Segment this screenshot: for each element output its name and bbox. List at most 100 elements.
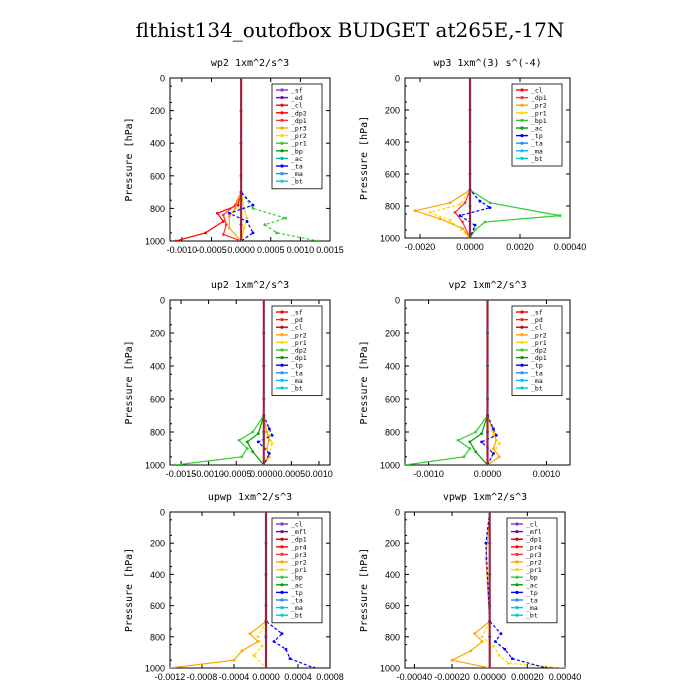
- legend-marker: [280, 348, 284, 352]
- legend-marker: [520, 111, 524, 115]
- data-point: [227, 226, 231, 230]
- y-axis-label: Pressure [hPa]: [124, 340, 135, 424]
- plot-frame: [169, 299, 331, 466]
- data-point: [221, 233, 225, 236]
- legend-entry: _dp1: [291, 536, 307, 544]
- data-point: [494, 433, 498, 437]
- x-tick-label: -0.0010: [167, 245, 198, 255]
- data-point: [267, 427, 271, 431]
- x-tick-label: 0.0005: [257, 245, 285, 255]
- legend-marker: [280, 378, 284, 382]
- data-point: [270, 442, 274, 445]
- legend-entry: _dp1: [526, 536, 542, 544]
- x-tick-label: 0.0005: [278, 469, 306, 479]
- y-tick-label: 1000: [380, 664, 400, 674]
- data-point: [256, 640, 260, 643]
- data-point: [469, 649, 473, 653]
- x-tick-label: 0.0000: [456, 242, 484, 252]
- chart-panel-4: vp2 1xm^2/s^3 Pressure [hPa] 0 200 400 600 800…: [359, 280, 571, 479]
- figure-title: flthist134_outofbox BUDGET at265E,-17N: [135, 18, 565, 42]
- plot-frame: [404, 77, 571, 239]
- data-point: [216, 211, 219, 215]
- x-tick-label: -0.0010: [413, 469, 444, 479]
- legend-marker: [520, 118, 524, 122]
- x-tick-label: -0.0004: [219, 672, 250, 682]
- legend-entry: _pr3: [291, 125, 307, 133]
- data-point: [453, 211, 457, 214]
- legend-entry: _bt: [531, 155, 543, 163]
- legend-marker: [520, 363, 524, 367]
- chart-panel-6: vpwp 1xm^2/s^3 Pressure [hPa] 0 200 400 600 80…: [359, 492, 581, 682]
- data-point: [493, 640, 497, 643]
- data-point: [248, 632, 252, 636]
- legend-entry: _pd: [531, 316, 543, 324]
- y-tick-label: 1000: [145, 664, 165, 674]
- y-tick-label: 0: [160, 296, 165, 306]
- legend-marker: [515, 613, 519, 617]
- legend-marker: [280, 560, 284, 564]
- legend-marker: [515, 545, 519, 549]
- legend-entry: _ta: [291, 163, 303, 171]
- series-line-pr1: [253, 512, 267, 668]
- x-tick-label: 0.0000: [252, 672, 280, 682]
- y-tick-label: 400: [150, 139, 165, 149]
- data-point: [288, 657, 292, 661]
- legend-marker: [280, 88, 284, 92]
- data-point: [245, 440, 249, 444]
- y-tick-label: 200: [150, 106, 165, 116]
- legend-marker: [520, 386, 524, 390]
- data-point: [233, 207, 237, 210]
- data-point: [413, 209, 417, 213]
- data-point: [256, 635, 260, 639]
- legend-marker: [280, 118, 284, 122]
- legend-marker: [280, 386, 284, 390]
- y-tick-label: 600: [385, 601, 400, 611]
- x-tick-label: 0.0020: [506, 242, 534, 252]
- x-tick-label: 0.00000: [473, 672, 506, 682]
- series-line-pr1: [486, 300, 501, 465]
- legend-marker: [280, 356, 284, 360]
- legend-entry: _dp2: [291, 347, 307, 355]
- panel-title: wp2 1xm^2/s^3: [211, 58, 289, 69]
- legend: _cl_mfl_dp1_pr4_pr3_pr2_pr1_bp_ac_tp_ta_…: [271, 517, 323, 624]
- data-point: [312, 666, 316, 668]
- legend-marker: [515, 552, 519, 557]
- legend-entry: _ac: [291, 581, 303, 589]
- data-point: [499, 632, 503, 636]
- data-point: [284, 647, 288, 651]
- legend-marker: [280, 606, 284, 610]
- legend-marker: [520, 378, 524, 382]
- legend-entry: _bt: [291, 612, 303, 620]
- data-point: [492, 644, 495, 648]
- legend-marker: [520, 310, 524, 314]
- panel-title: upwp 1xm^2/s^3: [208, 492, 292, 503]
- legend-entry: _bp: [526, 574, 538, 582]
- legend-entry: _ta: [531, 369, 543, 377]
- legend-marker: [520, 318, 524, 322]
- y-tick-label: 1000: [380, 461, 400, 471]
- series-line-dp2: [175, 78, 242, 241]
- legend-marker: [520, 96, 524, 100]
- legend-marker: [280, 318, 284, 322]
- legend-entry: _pd: [291, 316, 303, 324]
- data-point: [484, 541, 488, 545]
- data-point: [232, 658, 236, 662]
- data-point: [227, 215, 231, 218]
- y-tick-label: 1000: [145, 461, 165, 471]
- x-tick-label: -0.0012: [155, 672, 186, 682]
- data-point: [245, 216, 249, 220]
- legend-entry: _pr2: [526, 559, 542, 567]
- data-point: [251, 207, 255, 210]
- legend-entry: _mfl: [291, 528, 307, 536]
- legend-marker: [280, 522, 284, 526]
- legend-marker: [280, 590, 284, 595]
- data-point: [221, 220, 225, 223]
- y-axis-label: Pressure [hPa]: [359, 340, 370, 424]
- y-axis-label: Pressure [hPa]: [124, 117, 135, 201]
- legend-entry: _pr2: [291, 331, 307, 339]
- legend-marker: [280, 179, 284, 183]
- data-point: [503, 647, 507, 651]
- data-point: [491, 433, 495, 437]
- legend-entry: _dp1: [291, 117, 307, 125]
- series-line-tp: [480, 300, 498, 465]
